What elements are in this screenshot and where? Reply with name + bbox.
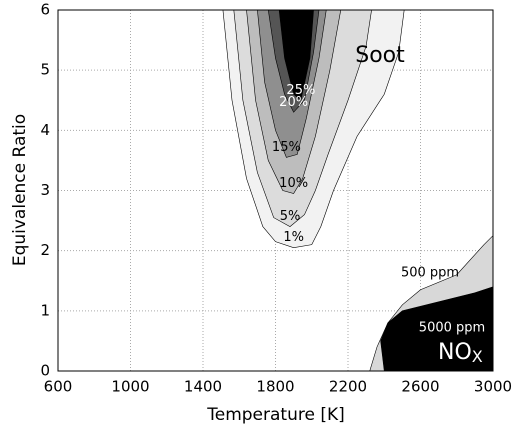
x-tick-label: 3000 <box>474 378 512 396</box>
soot-label: Soot <box>355 43 405 68</box>
x-tick-label: 600 <box>44 378 73 396</box>
x-tick-label: 2200 <box>329 378 367 396</box>
plot-frame <box>57 9 494 372</box>
nox-label: NOX <box>438 340 483 366</box>
x-tick-label: 1000 <box>111 378 149 396</box>
contour-label: 1% <box>283 230 304 245</box>
nox-main: NO <box>438 340 472 365</box>
contour-label: 25% <box>286 83 315 98</box>
y-tick-label: 6 <box>40 1 50 19</box>
contour-label: 10% <box>279 176 308 191</box>
x-tick-label: 1400 <box>184 378 222 396</box>
y-tick-label: 1 <box>40 301 50 319</box>
y-tick-label: 4 <box>40 121 50 139</box>
y-axis-label: Equivalence Ratio <box>10 114 30 266</box>
x-tick-label: 2600 <box>401 378 439 396</box>
nox-sub: X <box>472 347 483 366</box>
y-tick-label: 3 <box>40 181 50 199</box>
x-axis-label: Temperature [K] <box>206 405 345 425</box>
contour-label: 15% <box>272 140 301 155</box>
contour-label: 5000 ppm <box>419 321 485 336</box>
y-tick-label: 0 <box>40 362 50 380</box>
contour-label: 5% <box>280 209 301 224</box>
y-tick-label: 2 <box>40 241 50 259</box>
contour-band <box>380 286 493 371</box>
contour-label: 500 ppm <box>401 266 459 281</box>
x-tick-label: 1800 <box>256 378 294 396</box>
y-tick-label: 5 <box>40 61 50 79</box>
contour-band <box>278 10 314 101</box>
contour-label: 20% <box>279 95 308 110</box>
contours <box>222 10 493 371</box>
